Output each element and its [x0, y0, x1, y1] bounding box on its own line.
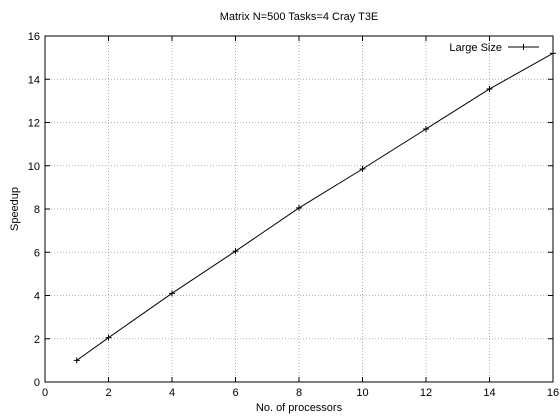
x-tick-label: 12: [420, 387, 432, 399]
y-tick-label: 4: [34, 291, 40, 303]
y-tick-label: 14: [28, 74, 40, 86]
y-tick-label: 12: [28, 118, 40, 130]
data-point: [486, 85, 493, 92]
data-point: [550, 50, 556, 57]
x-tick-label: 2: [105, 387, 111, 399]
x-tick-label: 4: [169, 387, 175, 399]
x-axis-label: No. of processors: [256, 402, 343, 414]
tick-labels: 0 2 4 6 8 10 12 14 16 0 2 4 6 8 10 12 14 16: [28, 31, 559, 399]
axes: [44, 35, 554, 383]
x-tick-label: 10: [356, 387, 368, 399]
x-tick-label: 0: [42, 387, 48, 399]
y-tick-label: 6: [34, 247, 40, 259]
data-point: [232, 248, 239, 255]
x-tick-label: 8: [296, 387, 302, 399]
data-point: [169, 290, 175, 297]
data-point: [296, 204, 302, 211]
y-tick-label: 0: [34, 377, 40, 389]
series: [73, 50, 556, 364]
y-tick-label: 8: [34, 204, 40, 216]
legend: Large Size: [449, 42, 539, 54]
data-point: [423, 125, 429, 132]
data-point: [359, 165, 366, 172]
data-point: [105, 334, 112, 341]
grid: [45, 36, 553, 382]
x-tick-label: 6: [232, 387, 238, 399]
y-tick-label: 2: [34, 334, 40, 346]
y-tick-label: 10: [28, 161, 40, 173]
data-point: [73, 357, 80, 364]
series-line: [76, 52, 554, 361]
x-tick-label: 16: [547, 387, 559, 399]
chart-title: Matrix N=500 Tasks=4 Cray T3E: [220, 11, 379, 23]
y-axis-label: Speedup: [9, 187, 21, 231]
x-tick-label: 14: [483, 387, 495, 399]
legend-label: Large Size: [449, 42, 502, 54]
y-tick-label: 16: [28, 31, 40, 43]
